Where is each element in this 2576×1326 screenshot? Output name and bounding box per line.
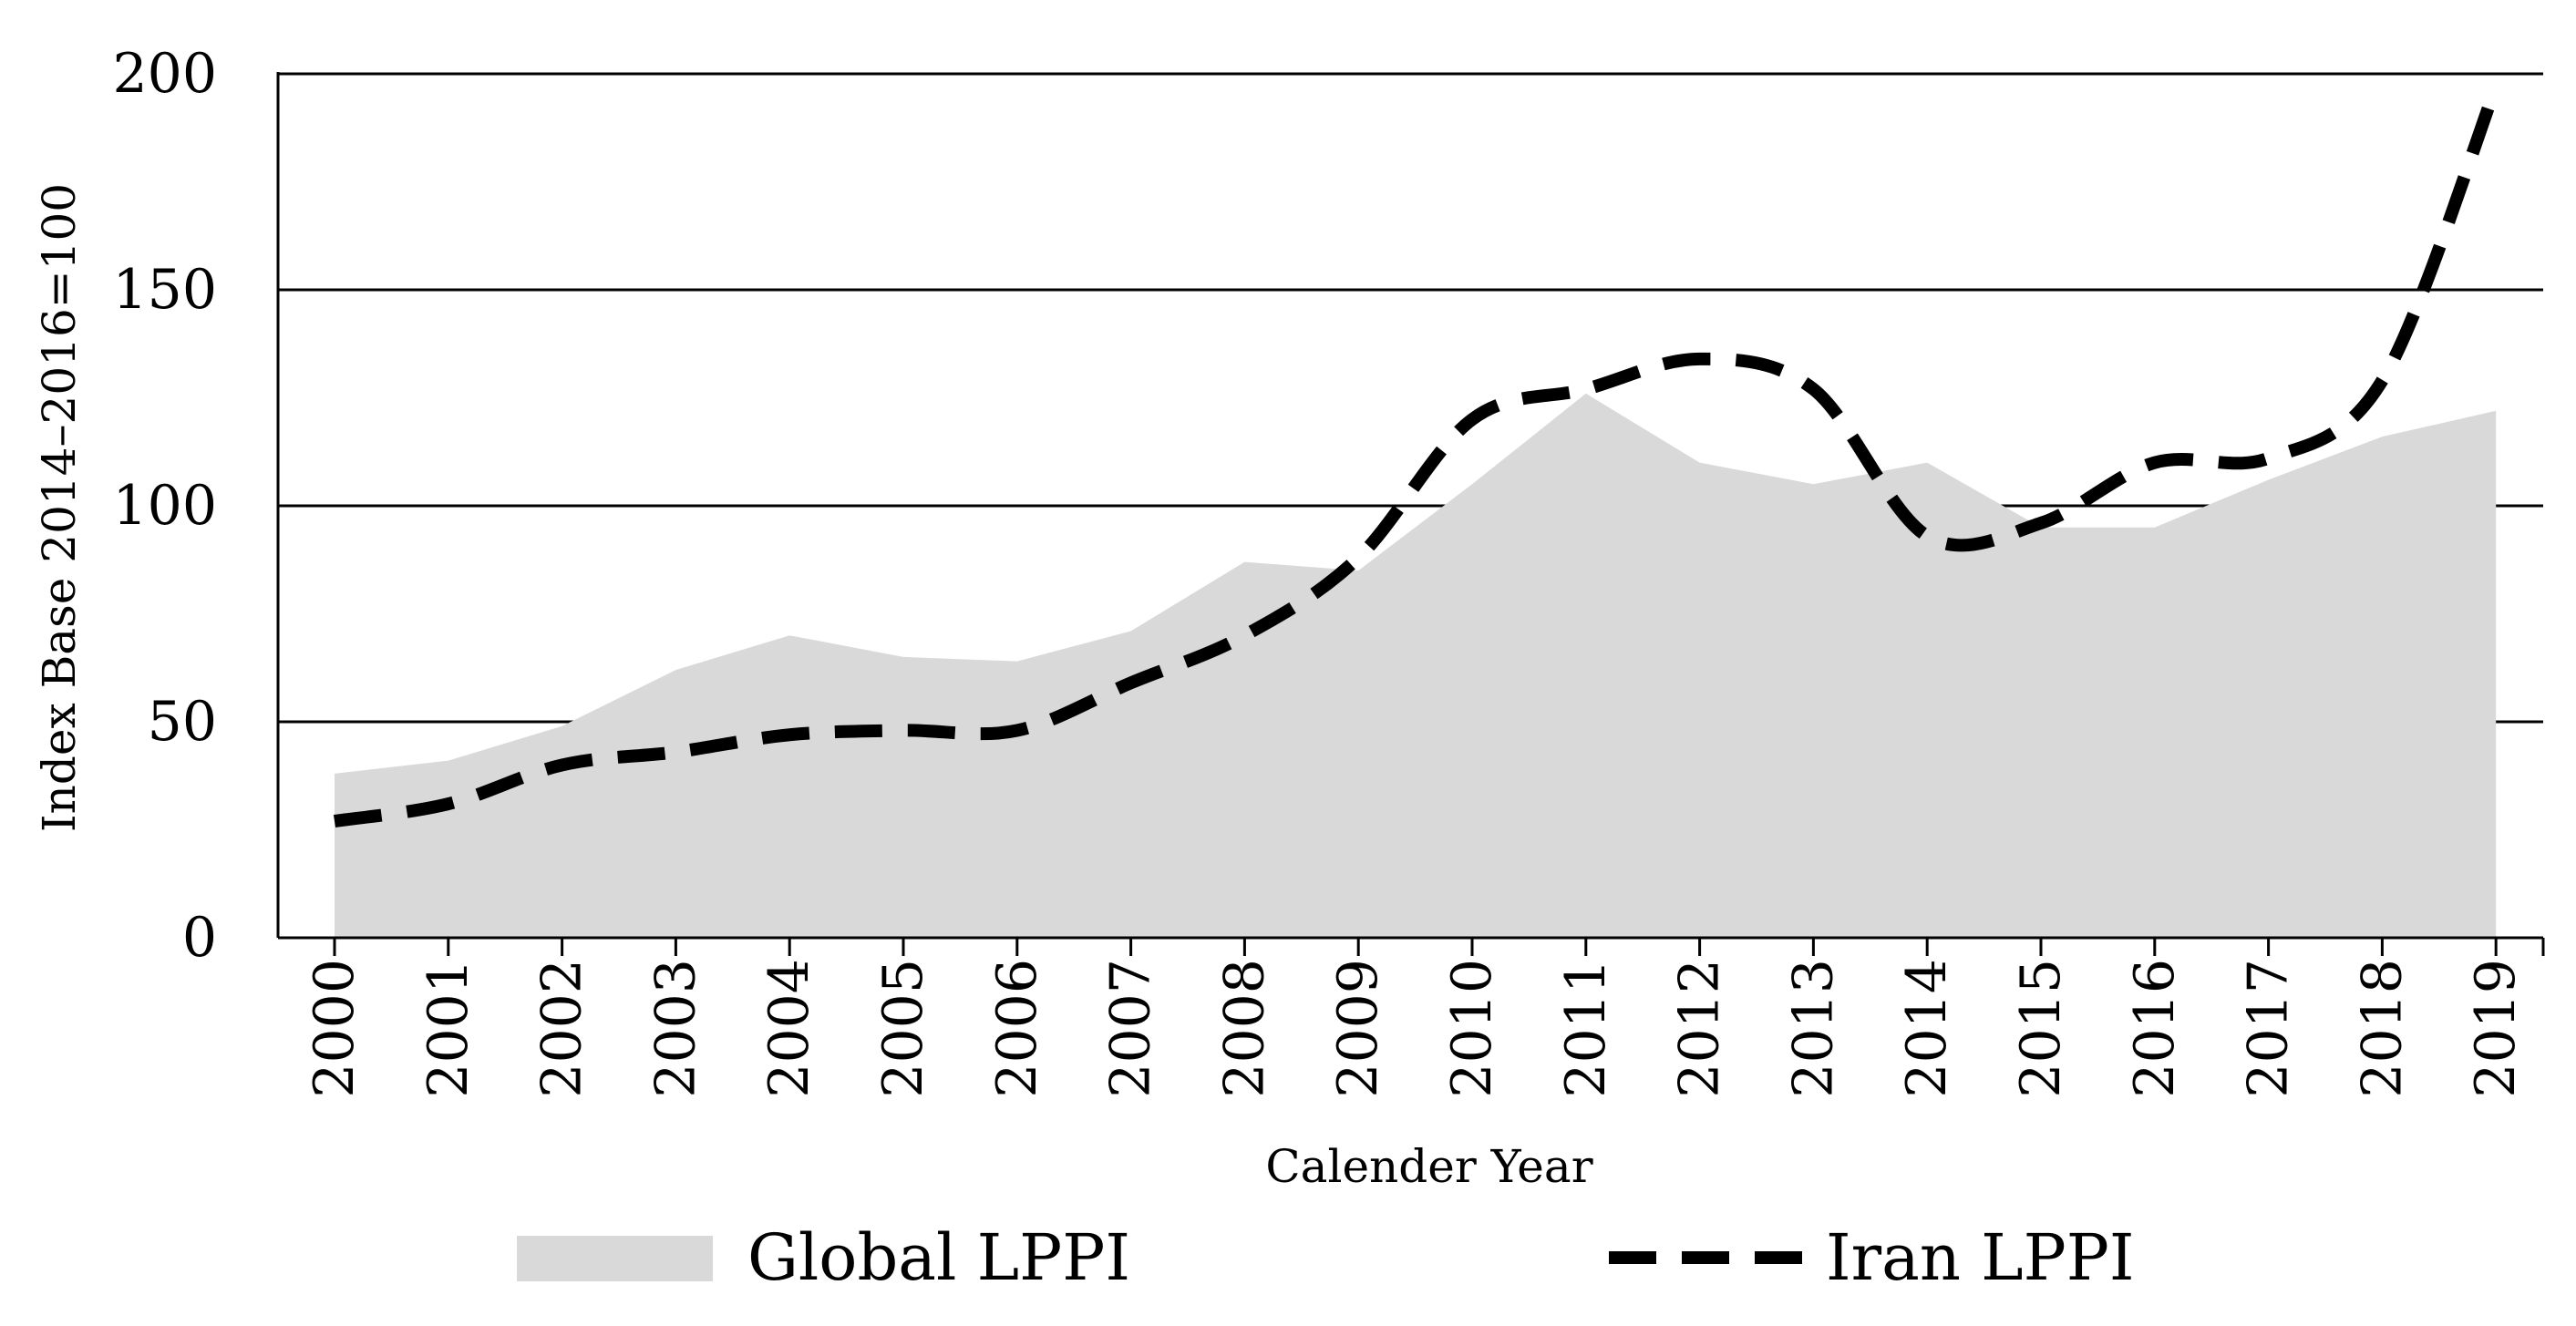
axes [276,72,2545,956]
x-tick-label: 2000 [303,959,366,1098]
x-tick-label: 2013 [1781,959,1845,1098]
y-tick-label: 200 [112,42,217,106]
x-tick-label: 2016 [2123,959,2187,1098]
x-tick-label: 2008 [1212,959,1276,1098]
x-axis-title: Calender Year [1265,1140,1592,1193]
x-tick-label: 2005 [871,959,935,1098]
legend-label-global-lppi: Global LPPI [747,1220,1130,1295]
x-tick-label: 2003 [644,959,707,1098]
x-tick-labels: 2000 2001 2002 2003 2004 2005 2006 2007 2008 2009… [303,959,2528,1098]
y-tick-labels: 0 50 100 150 200 [112,42,217,970]
y-axis-title: Index Base 2014–2016=100 [33,183,86,832]
iran-lppi-line-layer [333,84,2502,827]
global-lppi-area [335,393,2497,938]
x-tick-label: 2002 [531,959,594,1098]
x-tick-label: 2015 [2009,959,2073,1098]
x-tick-label: 2019 [2464,959,2528,1098]
x-tick-label: 2004 [757,959,821,1098]
x-tick-label: 2011 [1554,959,1618,1098]
y-tick-label: 50 [148,690,217,754]
x-tick-label: 2009 [1326,959,1390,1098]
y-tick-label: 100 [112,474,217,538]
legend-swatch-global-lppi [517,1236,713,1281]
x-tick-label: 2001 [417,959,480,1098]
iran-lppi-line [333,84,2502,827]
global-lppi-area-layer [335,393,2497,938]
x-tick-label: 2018 [2350,959,2414,1098]
y-tick-label: 150 [112,258,217,322]
x-tick-label: 2014 [1895,959,1959,1098]
x-tick-label: 2017 [2237,959,2301,1098]
legend: Global LPPI Iran LPPI [517,1220,2135,1295]
y-tick-label: 0 [182,906,217,970]
legend-label-iran-lppi: Iran LPPI [1826,1220,2135,1295]
x-tick-label: 2007 [1099,959,1163,1098]
x-tick-label: 2012 [1668,959,1732,1098]
x-tick-label: 2006 [985,959,1049,1098]
x-tick-label: 2010 [1440,959,1504,1098]
